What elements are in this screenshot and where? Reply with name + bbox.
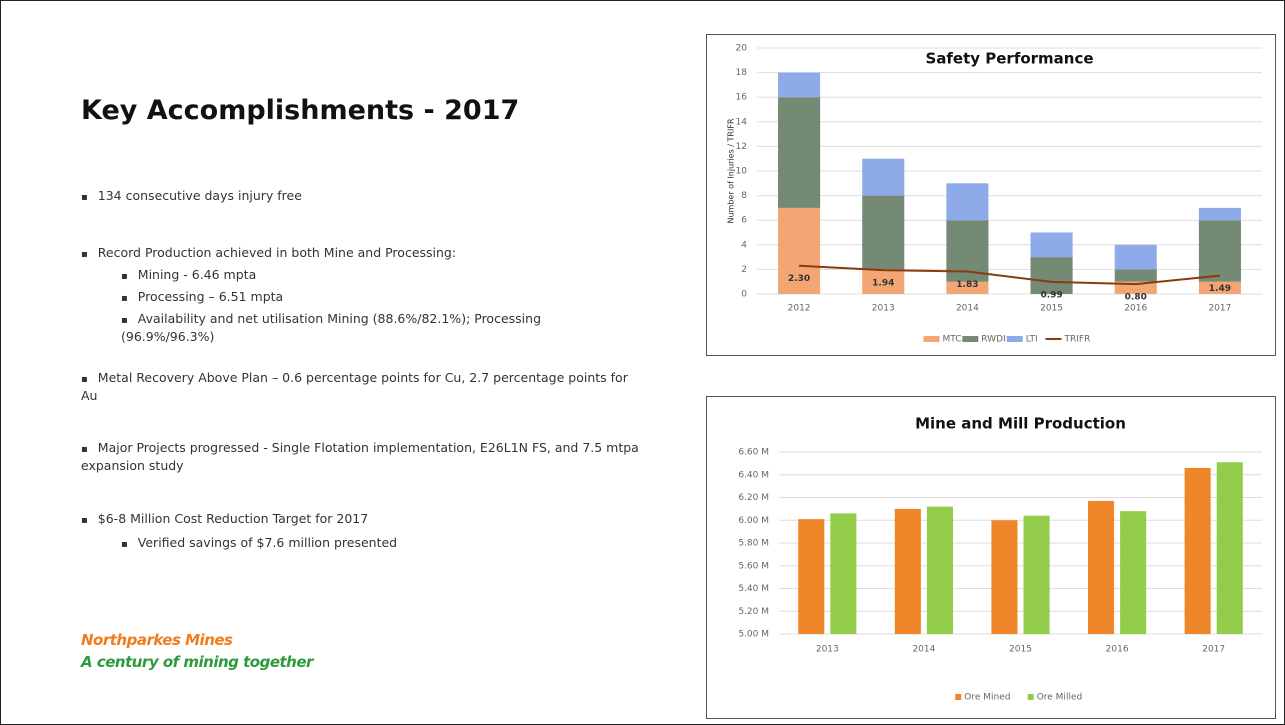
bullet-text: Major Projects progressed - Single Flota… (81, 440, 639, 473)
bar (1120, 511, 1147, 634)
x-tick-label: 2014 (956, 304, 979, 314)
bar (1184, 467, 1211, 634)
bullet-text: 134 consecutive days injury free (81, 188, 302, 203)
bullet-text: Record Production achieved in both Mine … (81, 245, 456, 260)
sub-bullet: Availability and net utilisation Mining … (121, 311, 541, 345)
data-label: 1.83 (956, 280, 978, 290)
legend-label: Ore Mined (964, 693, 1010, 703)
y-tick-label: 20 (736, 44, 748, 54)
data-label: 2.30 (788, 274, 810, 284)
y-tick-label: 6.40 M (738, 470, 769, 480)
legend-swatch (923, 336, 940, 342)
bar (1088, 500, 1115, 634)
legend-label: MTC (943, 335, 962, 345)
slide-title: Key Accomplishments - 2017 (81, 95, 520, 126)
x-tick-label: 2015 (1009, 645, 1032, 655)
bar-segment (1030, 232, 1073, 258)
y-tick-label: 5.40 M (738, 584, 769, 594)
y-tick-label: 12 (736, 142, 747, 152)
y-tick-label: 18 (736, 68, 748, 78)
x-tick-label: 2013 (816, 645, 839, 655)
x-tick-label: 2017 (1208, 304, 1231, 314)
bar-segment (1030, 257, 1073, 294)
legend-swatch (1027, 694, 1034, 700)
bar-segment (778, 97, 821, 208)
bullet: 134 consecutive days injury free (81, 188, 691, 206)
legend-swatch (1006, 336, 1023, 342)
bar-segment (778, 207, 821, 294)
bar (830, 513, 857, 634)
y-tick-label: 5.80 M (738, 539, 769, 549)
y-tick-label: 6 (741, 216, 747, 226)
x-tick-label: 2015 (1040, 304, 1063, 314)
bar (1216, 462, 1243, 634)
bar-segment (862, 195, 905, 270)
y-tick-label: 14 (736, 117, 748, 127)
legend-swatch (962, 336, 979, 342)
legend-swatch (955, 694, 962, 700)
bar (894, 508, 921, 634)
bar-segment (1198, 207, 1241, 221)
bar-segment (1198, 281, 1241, 294)
bullet-text: Metal Recovery Above Plan – 0.6 percenta… (81, 370, 628, 403)
y-tick-label: 5.20 M (738, 607, 769, 617)
bar-segment (862, 158, 905, 196)
trifr-line (799, 264, 1221, 286)
bar-segment (946, 281, 989, 294)
y-tick-label: 6.00 M (738, 516, 769, 526)
bullet-text: $6-8 Million Cost Reduction Target for 2… (81, 511, 368, 526)
legend-label: LTI (1026, 335, 1038, 345)
tagline: A century of mining together (81, 653, 313, 671)
sub-bullet: Processing – 6.51 mpta (121, 289, 691, 307)
x-tick-label: 2014 (912, 645, 935, 655)
legend-label: RWDI (981, 335, 1005, 345)
data-label: 1.94 (872, 279, 894, 289)
bar (991, 520, 1018, 634)
y-tick-label: 4 (741, 240, 747, 250)
company: Northparkes Mines (81, 631, 233, 649)
sub-bullet: Mining - 6.46 mpta (121, 267, 691, 285)
legend-label: TRIFR (1064, 335, 1091, 345)
x-tick-label: 2016 (1106, 645, 1129, 655)
x-tick-label: 2013 (872, 304, 895, 314)
data-label: 1.49 (1209, 284, 1231, 294)
bullet: Metal Recovery Above Plan – 0.6 percenta… (81, 370, 641, 404)
chart-title: Mine and Mill Production (915, 415, 1126, 433)
bar-segment (946, 183, 989, 221)
y-tick-label: 10 (736, 167, 748, 177)
y-tick-label: 5.60 M (738, 561, 769, 571)
chart-box: Safety Performance Number of Injuries / T… (706, 34, 1276, 356)
y-axis-label: Number of Injuries / TRIFR (727, 118, 736, 223)
y-tick-label: 2 (741, 265, 747, 275)
x-tick-label: 2016 (1124, 304, 1147, 314)
chart-box: Mine and Mill Production 5.00 M 5.20 M 5.40… (706, 396, 1276, 719)
legend-label: Ore Milled (1037, 693, 1083, 703)
y-tick-label: 16 (736, 93, 748, 103)
bullet: $6-8 Million Cost Reduction Target for 2… (81, 511, 691, 553)
data-label: 0.80 (1125, 293, 1147, 303)
sub-bullet: Verified savings of $7.6 million present… (121, 535, 691, 553)
y-tick-label: 5.00 M (738, 630, 769, 640)
y-tick-label: 0 (741, 290, 747, 300)
bar-segment (1114, 244, 1157, 270)
data-label: 0.99 (1040, 290, 1062, 300)
bar-segment (1198, 220, 1241, 282)
y-tick-label: 8 (741, 191, 747, 201)
x-tick-label: 2012 (788, 304, 811, 314)
bar (798, 519, 825, 634)
bar-segment (778, 72, 821, 98)
bar (1023, 515, 1050, 634)
bar-segment (862, 269, 905, 294)
chart-title: Safety Performance (925, 50, 1093, 68)
bar (926, 506, 953, 634)
chart: Mine and Mill Production 5.00 M 5.20 M 5.40… (738, 415, 1262, 703)
bullet: Major Projects progressed - Single Flota… (81, 440, 671, 474)
x-tick-label: 2017 (1202, 645, 1225, 655)
bar-segment (1114, 269, 1157, 282)
chart: Safety Performance Number of Injuries / T… (727, 44, 1262, 345)
y-tick-label: 6.20 M (738, 493, 769, 503)
bullet: Record Production achieved in both Mine … (81, 245, 691, 345)
y-tick-label: 6.60 M (738, 448, 769, 458)
